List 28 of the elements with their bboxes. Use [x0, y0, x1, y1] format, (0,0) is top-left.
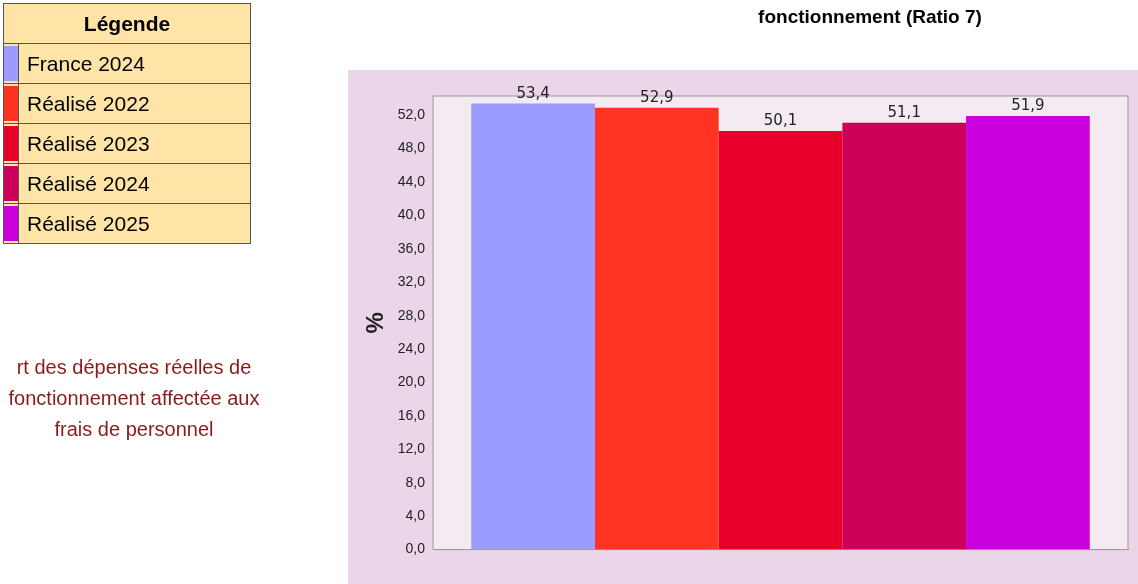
chart-title: fonctionnement (Ratio 7) [757, 6, 983, 28]
y-tick-label: 36,0 [397, 239, 426, 256]
y-tick-label: 48,0 [397, 139, 426, 156]
data-label: 52,9 [640, 88, 674, 107]
y-tick-label: 32,0 [397, 273, 426, 290]
legend-label: Réalisé 2025 [18, 203, 251, 244]
y-tick-label: 20,0 [397, 373, 426, 390]
legend-label: Réalisé 2023 [18, 123, 251, 164]
data-label: 50,1 [763, 111, 798, 130]
y-tick-label: 28,0 [397, 306, 426, 323]
legend-label: Réalisé 2024 [18, 163, 251, 204]
y-tick-label: 0,0 [405, 540, 426, 557]
data-label: 51,1 [887, 103, 921, 122]
y-tick-label: 16,0 [397, 406, 426, 423]
data-label: 53,4 [516, 83, 550, 102]
data-label: 51,9 [1011, 96, 1045, 115]
legend-label: Réalisé 2022 [18, 83, 251, 124]
legend-title: Légende [3, 3, 251, 44]
y-tick-label: 12,0 [397, 440, 426, 457]
y-axis-title: % [361, 312, 389, 334]
y-tick-label: 24,0 [397, 339, 426, 356]
legend-label: France 2024 [18, 43, 251, 84]
y-tick-label: 8,0 [405, 473, 426, 490]
y-tick-label: 40,0 [397, 206, 426, 223]
y-tick-label: 52,0 [397, 106, 426, 123]
y-tick-label: 44,0 [397, 172, 426, 189]
text: rt des dépenses réelles de fonctionnement affectée aux frais de personnel [7, 355, 261, 442]
y-tick-label: 4,0 [405, 507, 426, 524]
